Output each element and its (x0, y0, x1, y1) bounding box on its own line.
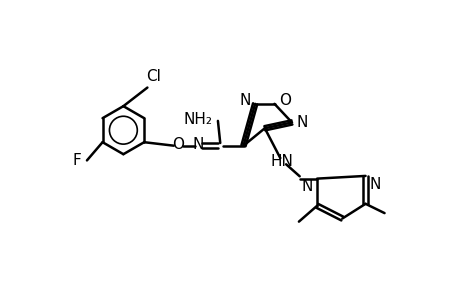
Text: O: O (172, 137, 184, 152)
Text: F: F (73, 153, 81, 168)
Text: N: N (192, 137, 203, 152)
Text: N: N (301, 179, 313, 194)
Text: N: N (369, 177, 380, 192)
Text: N: N (239, 93, 250, 108)
Text: NH₂: NH₂ (183, 112, 212, 127)
Text: N: N (296, 115, 307, 130)
Text: O: O (279, 93, 291, 108)
Text: HN: HN (270, 154, 293, 169)
Text: Cl: Cl (146, 69, 161, 84)
